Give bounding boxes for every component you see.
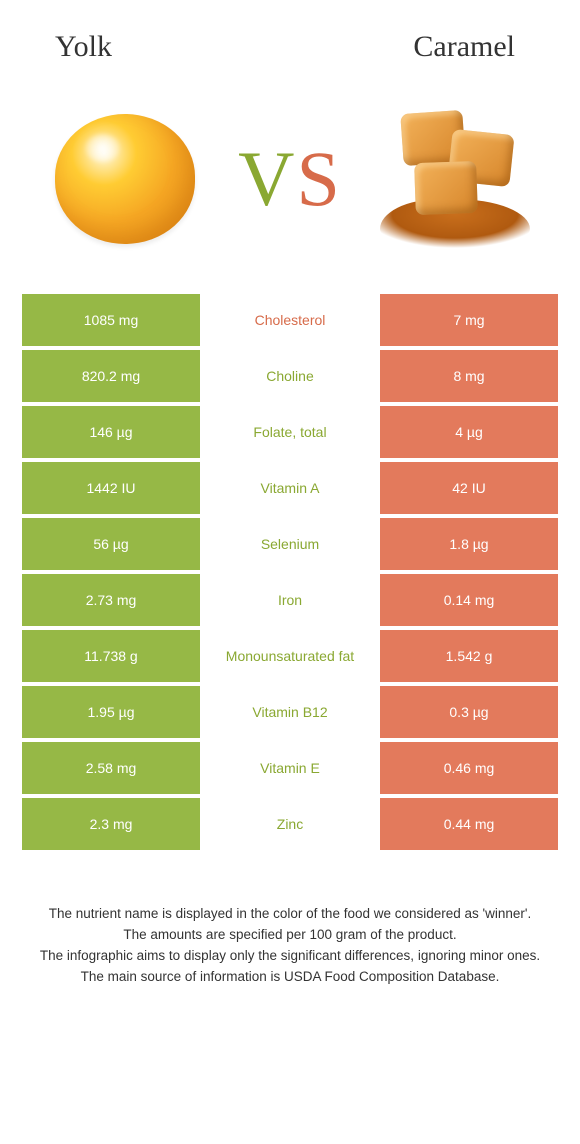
- title-right: Caramel: [413, 30, 515, 64]
- value-right: 0.3 µg: [380, 686, 558, 738]
- table-row: 2.3 mgZinc0.44 mg: [22, 798, 558, 850]
- value-right: 7 mg: [380, 294, 558, 346]
- value-left: 56 µg: [22, 518, 200, 570]
- table-row: 11.738 gMonounsaturated fat1.542 g: [22, 630, 558, 682]
- hero-row: VS: [0, 84, 580, 294]
- value-left: 1.95 µg: [22, 686, 200, 738]
- table-row: 1.95 µgVitamin B120.3 µg: [22, 686, 558, 738]
- nutrient-label: Vitamin E: [200, 742, 380, 794]
- value-left: 2.3 mg: [22, 798, 200, 850]
- nutrient-label: Folate, total: [200, 406, 380, 458]
- value-left: 820.2 mg: [22, 350, 200, 402]
- infographic-container: Yolk Caramel VS 1085 mgCholesterol7 mg82…: [0, 0, 580, 988]
- footnote-line: The infographic aims to display only the…: [28, 946, 552, 967]
- footnote-line: The amounts are specified per 100 gram o…: [28, 925, 552, 946]
- value-right: 0.14 mg: [380, 574, 558, 626]
- nutrient-label: Zinc: [200, 798, 380, 850]
- table-row: 820.2 mgCholine8 mg: [22, 350, 558, 402]
- value-right: 0.44 mg: [380, 798, 558, 850]
- value-right: 4 µg: [380, 406, 558, 458]
- nutrient-label: Vitamin B12: [200, 686, 380, 738]
- value-right: 1.8 µg: [380, 518, 558, 570]
- vs-v: V: [238, 135, 296, 222]
- vs-label: VS: [238, 134, 342, 224]
- value-right: 0.46 mg: [380, 742, 558, 794]
- nutrient-label: Vitamin A: [200, 462, 380, 514]
- value-right: 1.542 g: [380, 630, 558, 682]
- value-left: 2.58 mg: [22, 742, 200, 794]
- table-row: 2.58 mgVitamin E0.46 mg: [22, 742, 558, 794]
- value-right: 42 IU: [380, 462, 558, 514]
- table-row: 1085 mgCholesterol7 mg: [22, 294, 558, 346]
- nutrient-label: Cholesterol: [200, 294, 380, 346]
- value-right: 8 mg: [380, 350, 558, 402]
- value-left: 1085 mg: [22, 294, 200, 346]
- table-row: 2.73 mgIron0.14 mg: [22, 574, 558, 626]
- nutrient-label: Monounsaturated fat: [200, 630, 380, 682]
- value-left: 2.73 mg: [22, 574, 200, 626]
- yolk-icon: [55, 114, 195, 244]
- table-row: 1442 IUVitamin A42 IU: [22, 462, 558, 514]
- caramel-image: [380, 104, 530, 254]
- yolk-image: [50, 104, 200, 254]
- yolk-highlight: [85, 134, 120, 162]
- table-row: 146 µgFolate, total4 µg: [22, 406, 558, 458]
- table-row: 56 µgSelenium1.8 µg: [22, 518, 558, 570]
- footnotes: The nutrient name is displayed in the co…: [0, 854, 580, 988]
- footnote-line: The nutrient name is displayed in the co…: [28, 904, 552, 925]
- nutrient-label: Choline: [200, 350, 380, 402]
- title-left: Yolk: [55, 30, 112, 64]
- nutrient-label: Selenium: [200, 518, 380, 570]
- footnote-line: The main source of information is USDA F…: [28, 967, 552, 988]
- nutrient-label: Iron: [200, 574, 380, 626]
- value-left: 11.738 g: [22, 630, 200, 682]
- caramel-cube-icon: [414, 161, 478, 215]
- value-left: 146 µg: [22, 406, 200, 458]
- value-left: 1442 IU: [22, 462, 200, 514]
- nutrient-table: 1085 mgCholesterol7 mg820.2 mgCholine8 m…: [0, 294, 580, 850]
- vs-s: S: [296, 135, 341, 222]
- header-titles: Yolk Caramel: [0, 0, 580, 84]
